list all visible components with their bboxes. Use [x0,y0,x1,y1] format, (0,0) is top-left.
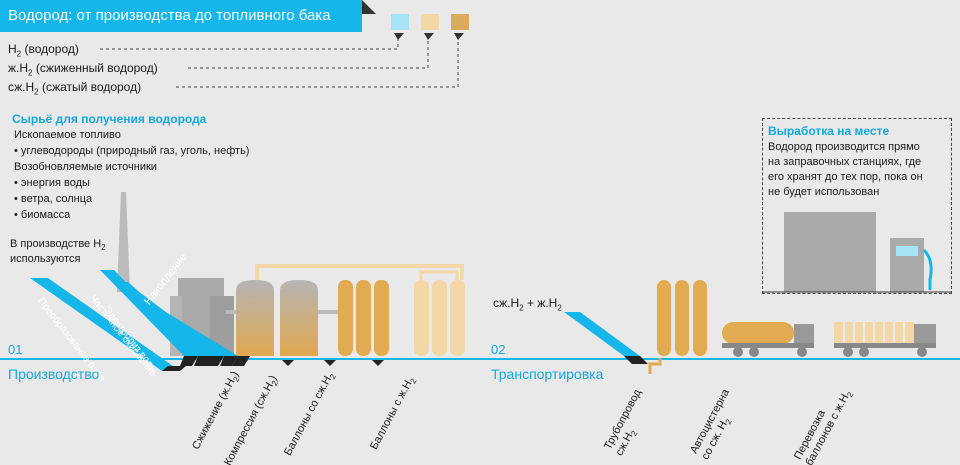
section-number: 01 [8,342,23,357]
transport-input: сж.H2 + ж.H2 [493,296,562,313]
legend-swatch-compressed [451,14,469,30]
onsite-heading: Выработка на месте [768,124,890,138]
section-label: Производство [8,366,100,382]
title-corner [362,0,376,14]
section-label: Транспортировка [491,366,604,382]
liquid-cylinders [414,280,465,356]
liquefaction-tank [236,280,274,356]
legend-swatch-liquid [421,14,439,30]
raw-materials-heading: Сырьё для получения водорода [12,112,207,126]
fossil-item: • углеводороды (природный газ, уголь, не… [14,145,250,157]
page-title: Водород: от производства до топливного б… [8,7,331,24]
cylinder-truck [834,322,936,357]
section-number: 02 [491,342,506,357]
onsite-line: его хранят до тех пор, пока он [768,171,923,183]
pipe [255,264,464,280]
renewable-item: • ветра, солнца [14,193,93,205]
production-note: В производстве H2 [10,238,106,253]
compressed-cylinders [338,280,389,356]
legend-item-compressed: сж.H2 (сжатый водород) [8,80,142,97]
legend-swatch-h2 [391,14,409,30]
onsite-line: на заправочных станциях, где [768,156,922,168]
renewable-label: Возобновляемые источники [14,161,157,173]
fossil-label: Ископаемое топливо [14,129,121,141]
compression-tank [280,280,318,356]
onsite-station [762,212,951,293]
method-arrows [30,270,238,371]
tanker-truck [722,322,814,357]
legend-connectors [100,33,464,88]
transport-arrow [564,312,640,356]
renewable-item: • биомасса [14,209,71,221]
onsite-line: не будет использован [768,186,880,198]
title-bar: Водород: от производства до топливного б… [0,0,362,32]
chimney [117,192,130,292]
renewable-item: • энергия воды [14,177,90,189]
production-note-line2: используются [10,253,81,265]
onsite-line: Водород производится прямо [768,141,920,153]
legend-item-h2: H2 (водород) [8,42,79,59]
onsite-box [762,118,952,294]
transport-cylinders [657,280,707,356]
legend-item-liquid: ж.H2 (сжиженный водород) [8,61,158,78]
